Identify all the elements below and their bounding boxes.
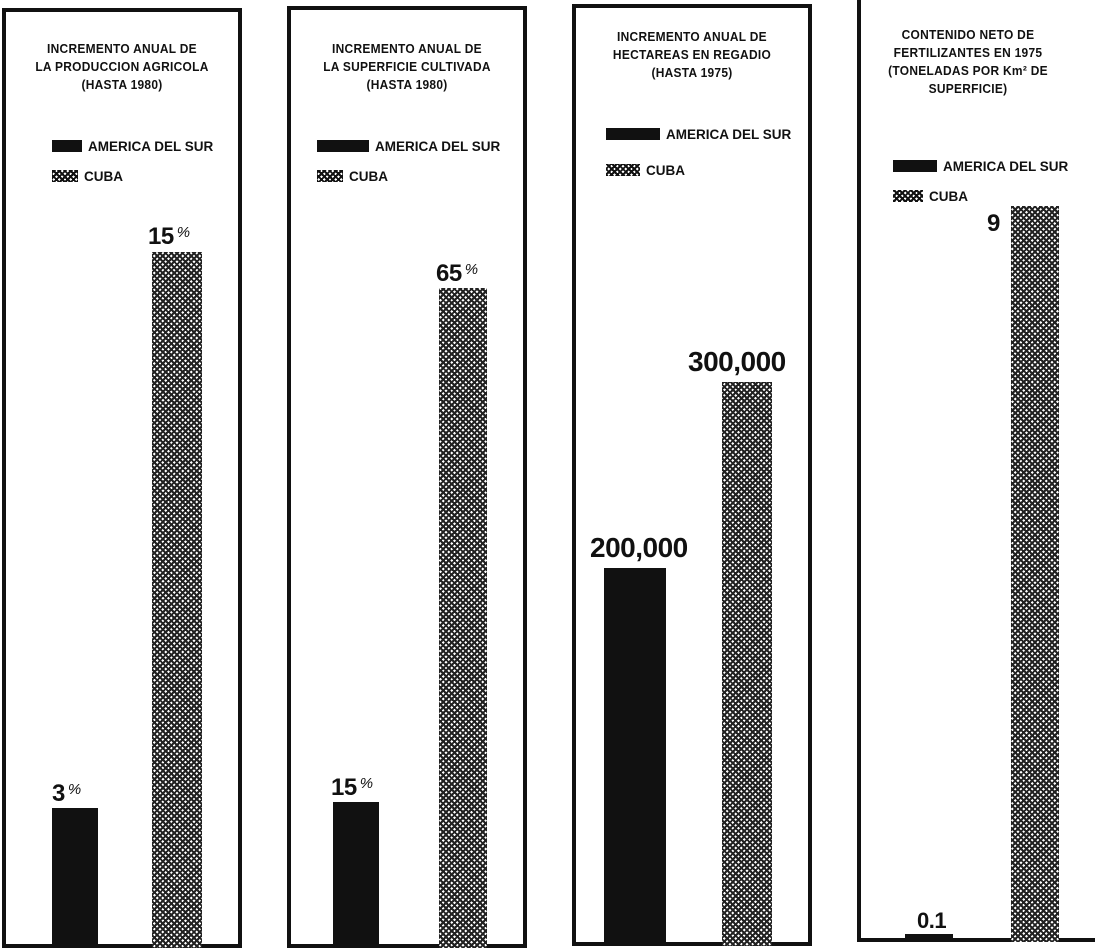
chart-title: INCREMENTO ANUAL DE HECTAREAS EN REGADIO… <box>585 28 798 82</box>
legend-item-cuba: CUBA <box>893 188 968 206</box>
chart-title-line: LA SUPERFICIE CULTIVADA <box>323 59 491 74</box>
chart-title-line: (HASTA 1980) <box>366 77 448 92</box>
chart-title-line: FERTILIZANTES EN 1975 <box>893 45 1043 60</box>
value-number: 15 <box>331 774 357 801</box>
value-unit: % <box>176 224 191 241</box>
chart-title-line: HECTAREAS EN REGADIO <box>612 47 772 62</box>
legend-swatch-hatch <box>317 169 343 182</box>
bar-value-label: 200,000 <box>590 534 688 562</box>
legend-swatch-hatch <box>606 163 640 176</box>
bar-value-label: 0.1 <box>917 908 947 933</box>
legend-label: CUBA <box>646 163 685 178</box>
chart-title-line: LA PRODUCCION AGRICOLA <box>35 59 209 74</box>
chart-title-line: (HASTA 1975) <box>651 65 733 80</box>
legend-label: CUBA <box>84 169 123 184</box>
chart-panel-2: INCREMENTO ANUAL DE LA SUPERFICIE CULTIV… <box>287 6 527 948</box>
legend-item-south-america: AMERICA DEL SUR <box>317 138 500 156</box>
legend-label: CUBA <box>349 169 388 184</box>
chart-title-line: INCREMENTO ANUAL DE <box>617 29 767 44</box>
chart-panel-1: INCREMENTO ANUAL DE LA PRODUCCION AGRICO… <box>2 8 242 948</box>
legend-label: AMERICA DEL SUR <box>666 127 792 142</box>
chart-title-line: INCREMENTO ANUAL DE <box>47 41 197 56</box>
legend-swatch-solid <box>606 127 660 140</box>
bar-south-america <box>333 802 379 948</box>
bar-value-label: 15% <box>148 225 190 249</box>
bar-cuba <box>439 288 487 948</box>
legend-swatch-solid <box>52 139 82 152</box>
chart-title: INCREMENTO ANUAL DE LA SUPERFICIE CULTIV… <box>300 40 513 94</box>
chart-title: INCREMENTO ANUAL DE LA PRODUCCION AGRICO… <box>15 40 228 94</box>
legend-label: AMERICA DEL SUR <box>88 139 214 154</box>
chart-title-line: CONTENIDO NETO DE <box>901 27 1035 42</box>
chart-title-line: (TONELADAS POR Km² DE <box>888 63 1048 78</box>
value-number: 3 <box>52 780 65 807</box>
bar-value-label: 300,000 <box>688 348 786 376</box>
legend-label: AMERICA DEL SUR <box>375 139 501 154</box>
chart-title: CONTENIDO NETO DE FERTILIZANTES EN 1975 … <box>857 26 1080 98</box>
legend-item-south-america: AMERICA DEL SUR <box>52 138 213 156</box>
value-unit: % <box>359 775 374 792</box>
legend-label: CUBA <box>929 189 968 204</box>
legend-item-south-america: AMERICA DEL SUR <box>606 126 791 144</box>
bar-cuba <box>152 252 202 948</box>
legend-item-cuba: CUBA <box>317 168 388 186</box>
bar-cuba <box>1011 206 1059 942</box>
chart-title-line: SUPERFICIE) <box>928 81 1008 96</box>
value-number: 300,000 <box>688 346 786 377</box>
legend-label: AMERICA DEL SUR <box>943 159 1069 174</box>
legend-swatch-hatch <box>893 189 923 202</box>
value-number: 0.1 <box>917 908 947 933</box>
chart-title-line: (HASTA 1980) <box>81 77 163 92</box>
chart-panel-3: INCREMENTO ANUAL DE HECTAREAS EN REGADIO… <box>572 4 812 946</box>
bar-value-label: 15% <box>331 776 373 800</box>
chart-panel-4: CONTENIDO NETO DE FERTILIZANTES EN 1975 … <box>857 0 1095 942</box>
legend-swatch-solid <box>317 139 369 152</box>
bar-cuba <box>722 382 772 946</box>
value-number: 15 <box>148 223 174 250</box>
legend-item-cuba: CUBA <box>52 168 123 186</box>
value-number: 65 <box>436 260 462 287</box>
legend-item-cuba: CUBA <box>606 162 685 180</box>
value-number: 9 <box>987 210 1000 237</box>
bar-value-label: 9 <box>987 212 1000 236</box>
value-number: 200,000 <box>590 532 688 563</box>
bar-south-america <box>604 568 666 946</box>
legend-item-south-america: AMERICA DEL SUR <box>893 158 1068 176</box>
legend-swatch-solid <box>893 159 937 172</box>
bar-value-label: 3% <box>52 782 81 806</box>
value-unit: % <box>464 261 479 278</box>
value-unit: % <box>67 781 82 798</box>
legend-swatch-hatch <box>52 169 78 182</box>
bar-south-america <box>52 808 98 948</box>
bar-south-america <box>905 934 953 942</box>
chart-title-line: INCREMENTO ANUAL DE <box>332 41 482 56</box>
bar-value-label: 65% <box>436 262 478 286</box>
